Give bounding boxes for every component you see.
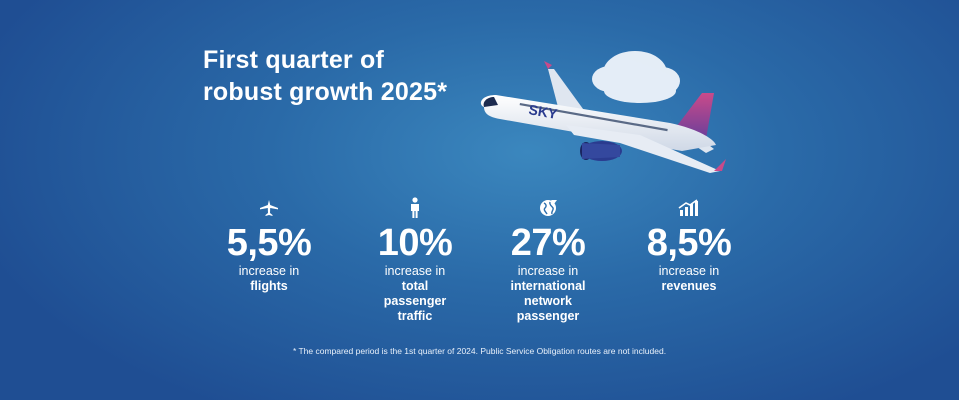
stat-flights: 5,5% increase in flights xyxy=(194,196,344,294)
cloud-shape xyxy=(592,51,680,103)
person-icon xyxy=(340,196,490,220)
stat-subject: flights xyxy=(250,279,288,293)
stat-revenues: 8,5% increase in revenues xyxy=(614,196,764,294)
stat-subject: total passenger traffic xyxy=(383,279,447,323)
globe-icon xyxy=(473,196,623,220)
headline: First quarter of robust growth 2025* xyxy=(203,44,447,108)
airplane-image: SKY xyxy=(470,35,750,185)
stat-label: increase in xyxy=(238,264,300,278)
stat-value: 10% xyxy=(377,222,453,264)
stat-value: 27% xyxy=(510,222,586,264)
stat-label: increase in xyxy=(658,264,720,278)
stat-label: increase in xyxy=(384,264,446,278)
stat-value: 8,5% xyxy=(646,222,732,264)
plane-logo-text: SKY xyxy=(527,101,559,122)
stat-value: 5,5% xyxy=(226,222,312,264)
stat-subject: revenues xyxy=(661,279,717,293)
stat-international-passenger: 27% increase in international network pa… xyxy=(473,196,623,324)
headline-line-1: First quarter of xyxy=(203,46,384,74)
headline-line-2: robust growth 2025* xyxy=(203,78,448,106)
footnote: * The compared period is the 1st quarter… xyxy=(292,346,667,356)
growth-chart-icon xyxy=(614,196,764,220)
stat-passenger-traffic: 10% increase in total passenger traffic xyxy=(340,196,490,324)
airplane-icon xyxy=(194,196,344,220)
stat-subject: international network passenger xyxy=(510,279,586,323)
stat-label: increase in xyxy=(517,264,579,278)
